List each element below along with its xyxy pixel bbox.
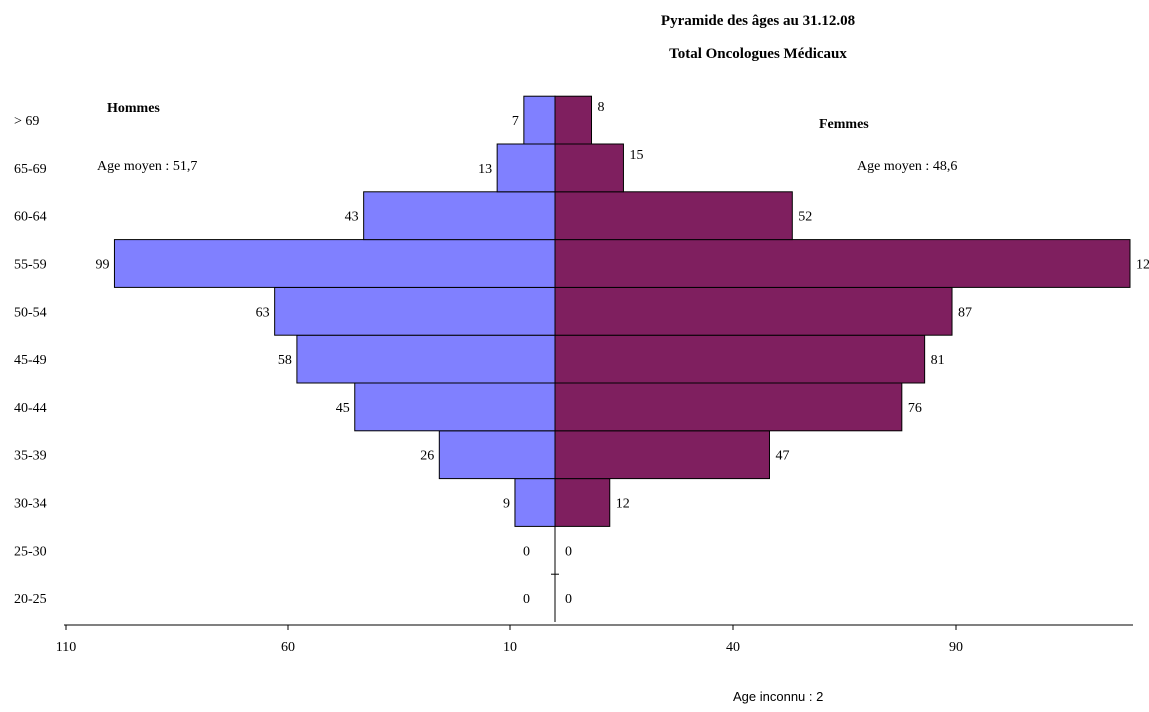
- category-label-20-25: 20-25: [14, 592, 47, 607]
- bar-femmes-60-64: [554, 191, 793, 241]
- value-label-hommes-60-64: 43: [345, 210, 359, 225]
- bar-femmes-30-34: [554, 478, 611, 527]
- value-label-femmes-55-59: 126: [1136, 258, 1149, 273]
- bar-hommes-40-44: [354, 382, 556, 432]
- category-label-60-64: 60-64: [14, 210, 47, 225]
- x-axis-tick-label-60: 60: [281, 640, 295, 655]
- value-label-femmes-25-30: 0: [565, 544, 572, 559]
- bar-femmes-65-69: [554, 143, 624, 193]
- chart-title: Pyramide des âges au 31.12.08: [661, 13, 855, 29]
- value-label-femmes-50-54: 87: [958, 305, 972, 320]
- bar-femmes-50-54: [554, 286, 953, 336]
- category-label-25-30: 25-30: [14, 544, 47, 559]
- x-axis-tick-label-40: 40: [726, 640, 740, 655]
- value-label-femmes-40-44: 76: [908, 401, 922, 416]
- value-label-femmes-69: 8: [598, 100, 605, 115]
- category-label-69: > 69: [14, 114, 39, 129]
- value-label-hommes-20-25: 0: [523, 592, 530, 607]
- category-label-65-69: 65-69: [14, 162, 47, 177]
- women-average-age: Age moyen : 48,6: [857, 159, 957, 174]
- bar-hommes-45-49: [296, 334, 556, 384]
- category-label-45-49: 45-49: [14, 353, 47, 368]
- value-label-femmes-30-34: 12: [616, 497, 630, 512]
- bar-femmes-40-44: [554, 382, 903, 432]
- value-label-hommes-50-54: 63: [256, 305, 270, 320]
- value-label-hommes-69: 7: [512, 114, 519, 129]
- x-axis-tick-label-110: 110: [56, 640, 76, 655]
- value-label-hommes-55-59: 99: [95, 258, 109, 273]
- value-label-hommes-40-44: 45: [336, 401, 350, 416]
- bar-hommes-69: [523, 95, 556, 145]
- value-label-hommes-65-69: 13: [478, 162, 492, 177]
- bar-femmes-35-39: [554, 430, 770, 480]
- bar-hommes-35-39: [438, 430, 556, 480]
- value-label-hommes-30-34: 9: [503, 497, 510, 512]
- value-label-femmes-45-49: 81: [931, 353, 945, 368]
- value-label-hommes-45-49: 58: [278, 353, 292, 368]
- category-label-40-44: 40-44: [14, 401, 47, 416]
- value-label-hommes-35-39: 26: [420, 449, 434, 464]
- men-series-name: Hommes: [107, 101, 160, 116]
- category-label-55-59: 55-59: [14, 258, 47, 273]
- category-label-30-34: 30-34: [14, 497, 47, 512]
- value-label-hommes-25-30: 0: [523, 544, 530, 559]
- bar-hommes-30-34: [514, 478, 556, 527]
- bars-layer: [113, 95, 1131, 527]
- unknown-age-note: Age inconnu : 2: [733, 689, 823, 704]
- value-label-femmes-65-69: 15: [629, 148, 643, 163]
- bar-femmes-55-59: [554, 239, 1131, 288]
- value-label-femmes-20-25: 0: [565, 592, 572, 607]
- x-axis-tick-label-90: 90: [949, 640, 963, 655]
- value-label-femmes-35-39: 47: [775, 449, 789, 464]
- bar-femmes-69: [554, 95, 593, 145]
- bar-hommes-65-69: [496, 143, 556, 193]
- women-series-name: Femmes: [819, 117, 869, 132]
- chart-subtitle: Total Oncologues Médicaux: [669, 46, 847, 62]
- bar-femmes-45-49: [554, 334, 926, 384]
- category-label-50-54: 50-54: [14, 305, 47, 320]
- value-label-femmes-60-64: 52: [798, 210, 812, 225]
- axis-layer: 110 60 10 40 90: [56, 96, 1133, 655]
- bar-hommes-50-54: [274, 286, 556, 336]
- bar-hommes-60-64: [363, 191, 556, 241]
- bar-hommes-55-59: [113, 239, 556, 288]
- men-average-age: Age moyen : 51,7: [97, 159, 197, 174]
- x-axis-tick-label-10: 10: [503, 640, 517, 655]
- category-label-35-39: 35-39: [14, 449, 47, 464]
